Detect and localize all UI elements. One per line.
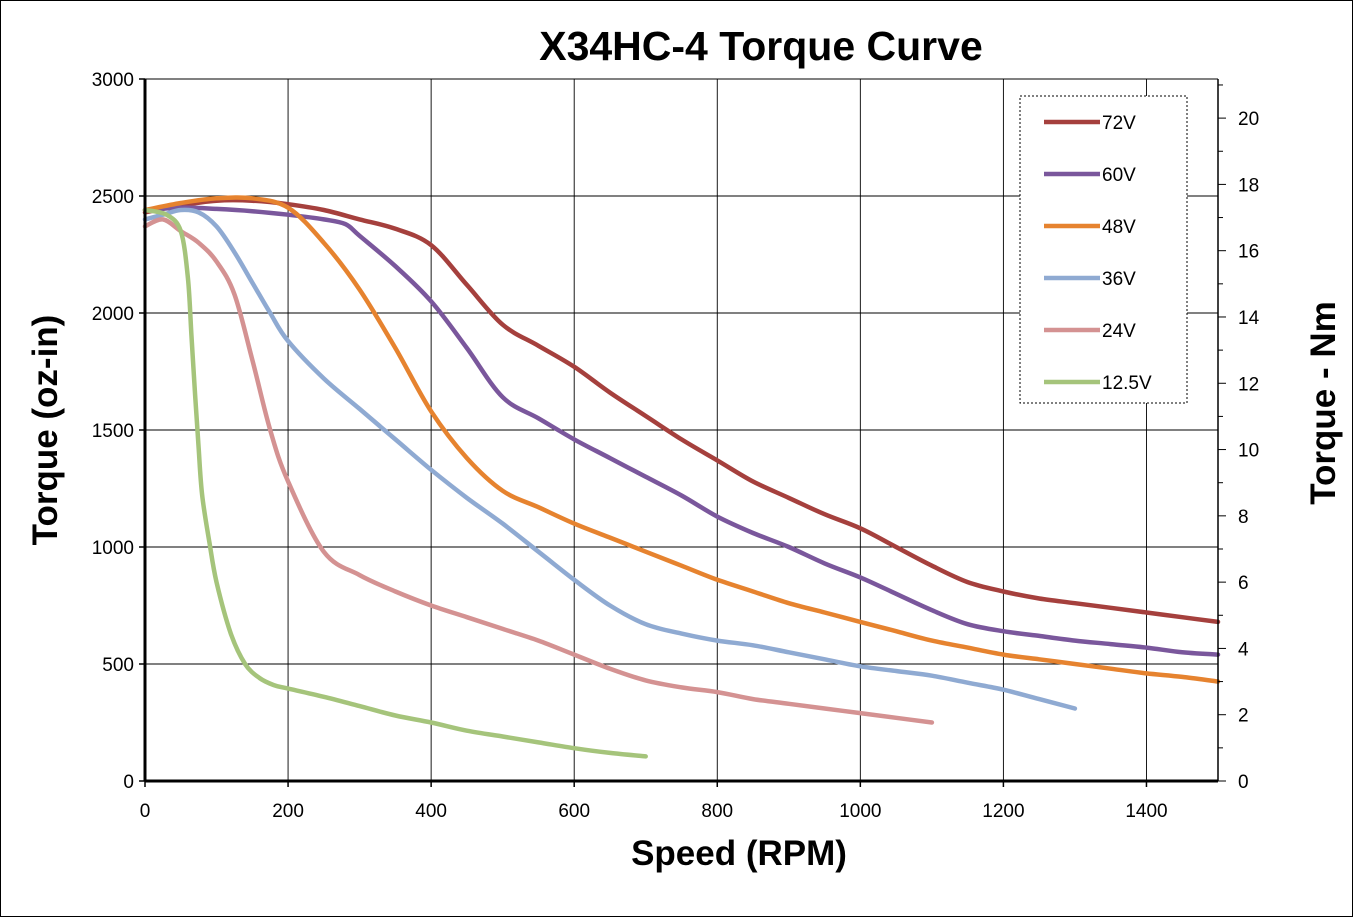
legend-label: 36V bbox=[1102, 269, 1136, 290]
y-tick-label: 500 bbox=[102, 655, 134, 676]
legend-label: 24V bbox=[1102, 321, 1136, 342]
legend-label: 72V bbox=[1102, 113, 1136, 134]
x-tick-label: 0 bbox=[140, 801, 151, 822]
x-axis-title: Speed (RPM) bbox=[631, 834, 847, 873]
chart-title: X34HC-4 Torque Curve bbox=[539, 23, 983, 69]
y2-tick-label: 18 bbox=[1238, 175, 1259, 196]
y-tick-label: 2500 bbox=[92, 187, 134, 208]
y2-tick-label: 10 bbox=[1238, 441, 1259, 462]
y-tick-label: 2000 bbox=[92, 304, 134, 325]
series-line-60v bbox=[142, 205, 1221, 657]
x-tick-label: 1400 bbox=[1125, 801, 1167, 822]
grid-lines bbox=[145, 78, 1218, 781]
legend: 72V 60V 48V 36V 24V 12.5V bbox=[1019, 95, 1188, 404]
y2-tick-label: 16 bbox=[1238, 242, 1259, 263]
legend-box bbox=[1019, 95, 1188, 404]
y2-tick-label: 20 bbox=[1238, 109, 1259, 130]
axis-ticks: 0 200 400 600 800 1000 1200 1400050010001500200… bbox=[92, 70, 1260, 822]
x-tick-label: 400 bbox=[415, 801, 447, 822]
y2-tick-label: 14 bbox=[1238, 308, 1260, 329]
x-tick-label: 1200 bbox=[982, 801, 1024, 822]
y2-tick-label: 2 bbox=[1238, 706, 1249, 727]
y2-tick-label: 6 bbox=[1238, 573, 1249, 594]
series-line-36v bbox=[142, 207, 1078, 711]
y-tick-label: 1500 bbox=[92, 421, 134, 442]
series-lines bbox=[142, 195, 1221, 759]
x-tick-label: 200 bbox=[272, 801, 304, 822]
y-tick-label: 3000 bbox=[92, 70, 134, 91]
y2-tick-label: 4 bbox=[1238, 639, 1249, 660]
x-tick-label: 800 bbox=[701, 801, 733, 822]
series-line-24v bbox=[142, 217, 935, 725]
x-tick-label: 600 bbox=[558, 801, 590, 822]
y2-axis-title: Torque - Nm bbox=[1304, 301, 1343, 505]
y-axis-title: Torque (oz-in) bbox=[26, 315, 65, 546]
legend-label: 12.5V bbox=[1102, 373, 1152, 394]
y2-tick-label: 8 bbox=[1238, 507, 1249, 528]
x-tick-label: 1000 bbox=[839, 801, 881, 822]
y-tick-label: 1000 bbox=[92, 538, 134, 559]
y2-tick-label: 0 bbox=[1238, 772, 1249, 793]
y2-tick-label: 12 bbox=[1238, 374, 1259, 395]
legend-label: 60V bbox=[1102, 165, 1136, 186]
legend-label: 48V bbox=[1102, 217, 1136, 238]
y-tick-label: 0 bbox=[123, 772, 134, 793]
series-line-48v bbox=[142, 195, 1221, 684]
series-line-12-5v bbox=[142, 207, 648, 759]
series-line-72v bbox=[142, 197, 1221, 625]
